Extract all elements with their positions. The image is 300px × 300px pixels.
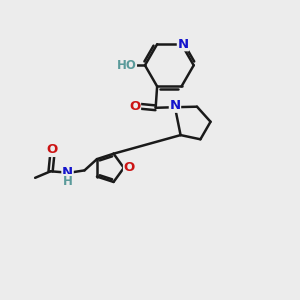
Text: N: N	[62, 166, 73, 179]
Text: H: H	[63, 175, 73, 188]
Text: HO: HO	[117, 59, 136, 72]
Text: O: O	[46, 143, 58, 156]
Text: N: N	[177, 38, 189, 51]
Text: O: O	[124, 161, 135, 174]
Text: O: O	[129, 100, 140, 113]
Text: N: N	[169, 99, 181, 112]
